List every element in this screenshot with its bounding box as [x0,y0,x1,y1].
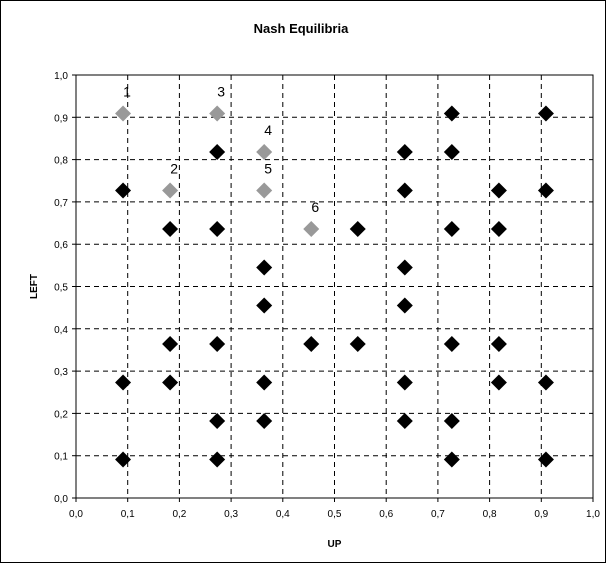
x-tick-label: 0,9 [534,509,548,520]
diamond-marker [209,220,226,237]
y-tick-label: 0,3 [54,367,68,378]
x-tick-label: 0,6 [379,509,393,520]
y-tick-label: 0,9 [54,113,68,124]
point-label: 2 [170,160,178,176]
diamond-marker [256,374,273,391]
y-tick-label: 0,4 [54,325,68,336]
diamond-marker [537,374,554,391]
x-tick-label: 0,2 [172,509,186,520]
diamond-marker [115,105,132,122]
diamond-marker [396,143,413,160]
diamond-marker [256,143,273,160]
point-label: 6 [311,199,319,215]
diamond-marker [490,220,507,237]
diamond-marker [303,220,320,237]
diamond-marker [115,451,132,468]
x-tick-label: 1,0 [586,509,600,520]
diamond-marker [303,336,320,353]
diamond-marker [490,336,507,353]
diamond-marker [256,259,273,276]
diamond-marker [443,413,460,430]
x-tick-label: 0,0 [69,509,83,520]
diamond-marker [443,105,460,122]
y-axis-label: LEFT [29,274,40,299]
x-tick-label: 0,1 [121,509,135,520]
diamond-marker [256,297,273,314]
point-label: 4 [264,122,272,138]
diamond-marker [443,451,460,468]
y-tick-label: 0,8 [54,156,68,167]
chart-title: Nash Equilibria [254,21,349,36]
y-tick-label: 0,2 [54,409,68,420]
diamond-marker [115,182,132,199]
diamond-marker [209,451,226,468]
y-tick-label: 0,0 [54,494,68,505]
diamond-marker [162,220,179,237]
diamond-marker [396,182,413,199]
diamond-marker [537,182,554,199]
diamond-marker [162,336,179,353]
diamond-marker [209,413,226,430]
markers [115,105,554,468]
point-label: 3 [217,83,225,99]
diamond-marker [256,182,273,199]
diamond-marker [443,143,460,160]
diamond-marker [490,374,507,391]
tick-labels: 0,0 0,1 0,2 0,3 0,4 0,5 0,6 0,7 0,8 0,9 1,0 0,0 0,1 0… [54,71,600,520]
y-tick-label: 0,7 [54,198,68,209]
diamond-marker [396,413,413,430]
diamond-marker [537,451,554,468]
y-tick-label: 0,6 [54,240,68,251]
diamond-marker [396,259,413,276]
diamond-marker [209,336,226,353]
x-tick-label: 0,4 [276,509,290,520]
diamond-marker [396,374,413,391]
x-tick-label: 0,7 [431,509,445,520]
y-tick-label: 0,1 [54,452,68,463]
y-tick-label: 1,0 [54,71,68,82]
x-tick-label: 0,8 [483,509,497,520]
diamond-marker [349,220,366,237]
x-axis-label: UP [328,539,342,550]
grid [76,75,593,498]
diamond-marker [490,182,507,199]
point-label: 1 [123,83,131,99]
diamond-marker [537,105,554,122]
diamond-marker [443,220,460,237]
annotations: 1 2 3 4 5 6 [123,83,319,214]
x-tick-label: 0,3 [224,509,238,520]
diamond-marker [396,297,413,314]
x-tick-label: 0,5 [328,509,342,520]
diamond-marker [162,182,179,199]
diamond-marker [256,413,273,430]
diamond-marker [443,336,460,353]
y-tick-label: 0,5 [54,283,68,294]
diamond-marker [209,143,226,160]
diamond-marker [115,374,132,391]
diamond-marker [209,105,226,122]
diamond-marker [349,336,366,353]
diamond-marker [162,374,179,391]
point-label: 5 [264,160,272,176]
